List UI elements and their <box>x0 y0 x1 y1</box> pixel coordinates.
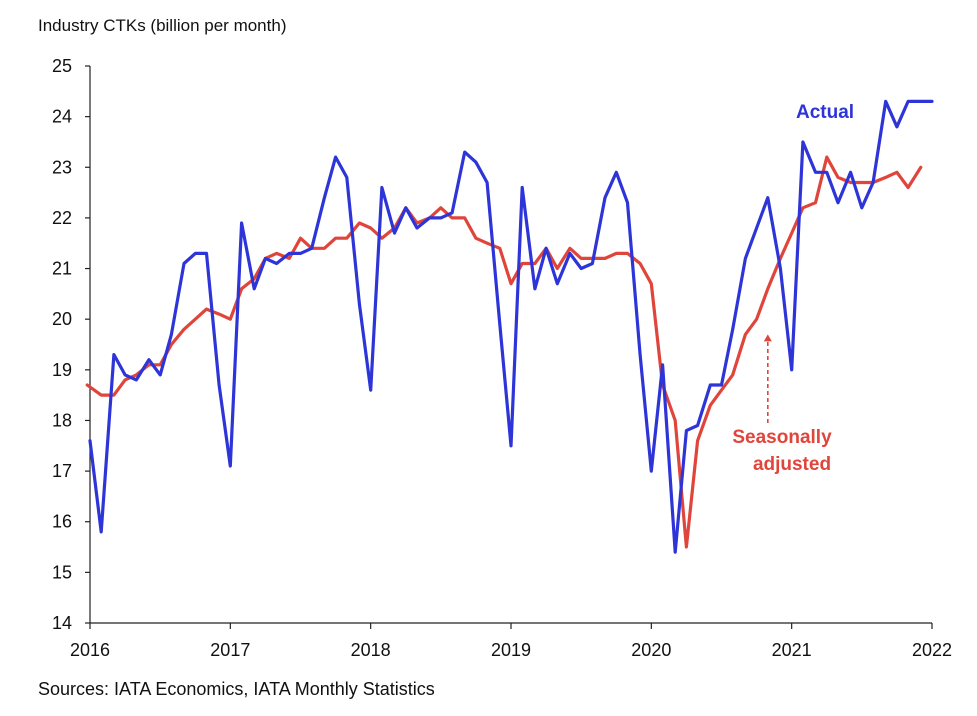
series-line-seasonally-adjusted <box>85 155 923 549</box>
x-tick-label: 2021 <box>772 640 812 660</box>
y-tick-label: 19 <box>52 360 72 380</box>
y-tick-label: 23 <box>52 157 72 177</box>
annotation-seasonally-line1: Seasonally <box>732 427 832 448</box>
annotation-arrow-head <box>763 334 772 342</box>
y-tick-label: 20 <box>52 309 72 329</box>
y-tick-label: 17 <box>52 461 72 481</box>
y-tick-label: 15 <box>52 562 72 582</box>
y-tick-label: 21 <box>52 259 72 279</box>
x-tick-label: 2018 <box>351 640 391 660</box>
y-tick-label: 16 <box>52 512 72 532</box>
y-tick-label: 22 <box>52 208 72 228</box>
x-tick-label: 2016 <box>70 640 110 660</box>
y-tick-label: 24 <box>52 107 72 127</box>
source-note: Sources: IATA Economics, IATA Monthly St… <box>38 679 435 699</box>
x-tick-label: 2019 <box>491 640 531 660</box>
y-tick-label: 14 <box>52 613 72 633</box>
x-tick-label: 2022 <box>912 640 952 660</box>
y-axis-title: Industry CTKs (billion per month) <box>38 16 287 35</box>
labels-layer: Actual Seasonally adjusted <box>732 102 854 475</box>
series-layer <box>85 99 934 554</box>
x-tick-label: 2017 <box>210 640 250 660</box>
annotation-seasonally-line2: adjusted <box>753 454 831 475</box>
y-tick-label: 25 <box>52 56 72 76</box>
series-line-actual <box>88 99 934 554</box>
y-tick-label: 18 <box>52 410 72 430</box>
x-tick-label: 2020 <box>631 640 671 660</box>
series-label-actual: Actual <box>796 102 854 123</box>
